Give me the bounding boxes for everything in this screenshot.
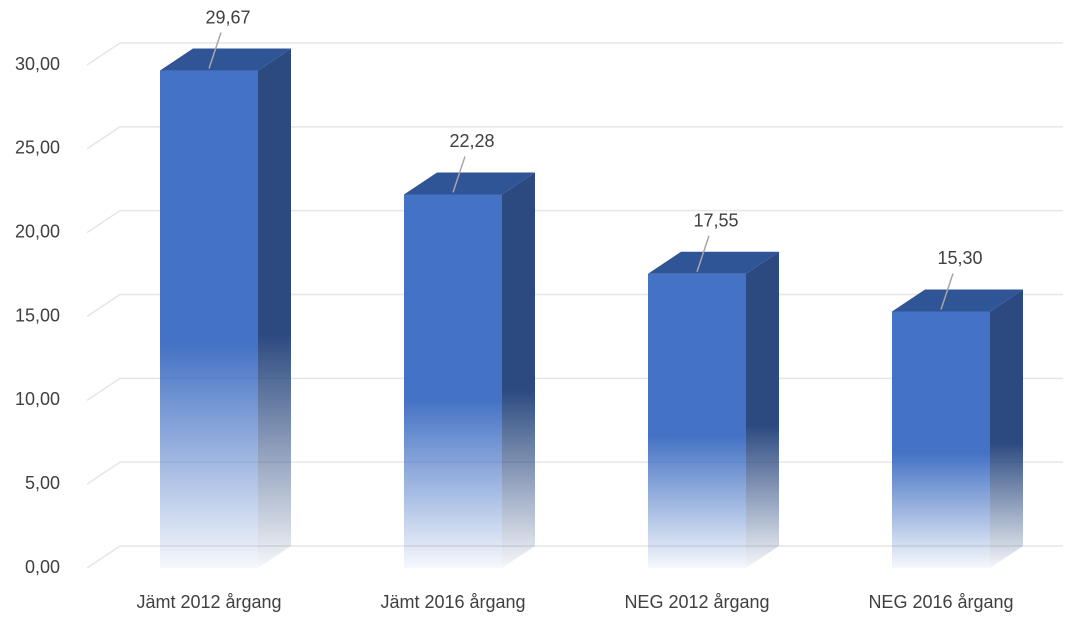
grid-line	[86, 209, 1063, 234]
grid-line	[86, 42, 1063, 66]
bar	[404, 194, 502, 568]
y-tick-label: 25,00	[15, 138, 60, 158]
bar-top	[648, 251, 779, 274]
x-tick-label: Jämt 2016 årgang	[380, 592, 525, 612]
bar	[160, 70, 258, 569]
data-label: 22,28	[449, 131, 494, 151]
y-tick-label: 20,00	[15, 221, 60, 241]
leader-line	[452, 156, 466, 193]
bar-side	[746, 251, 779, 568]
bar-side	[990, 289, 1023, 568]
leader-line	[940, 273, 954, 310]
grid-line	[86, 126, 1063, 150]
y-tick-label: 30,00	[15, 54, 60, 74]
x-tick-label: NEG 2016 årgang	[868, 592, 1013, 612]
data-label: 29,67	[205, 7, 250, 27]
bar-side	[258, 48, 291, 568]
leader-line	[696, 235, 710, 272]
leader-line	[208, 32, 222, 69]
y-tick-label: 5,00	[25, 473, 60, 493]
bar-top	[892, 289, 1023, 312]
y-tick-label: 0,00	[25, 557, 60, 577]
bar-top	[160, 48, 291, 71]
bar-side	[502, 172, 535, 568]
x-tick-label: NEG 2012 årgang	[624, 592, 769, 612]
y-tick-label: 10,00	[15, 389, 60, 409]
bar	[892, 311, 990, 568]
bar	[648, 273, 746, 568]
data-label: 15,30	[937, 248, 982, 268]
x-tick-label: Jämt 2012 årgang	[136, 592, 281, 612]
data-label: 17,55	[693, 210, 738, 230]
bar-top	[404, 172, 535, 195]
y-tick-label: 15,00	[15, 305, 60, 325]
